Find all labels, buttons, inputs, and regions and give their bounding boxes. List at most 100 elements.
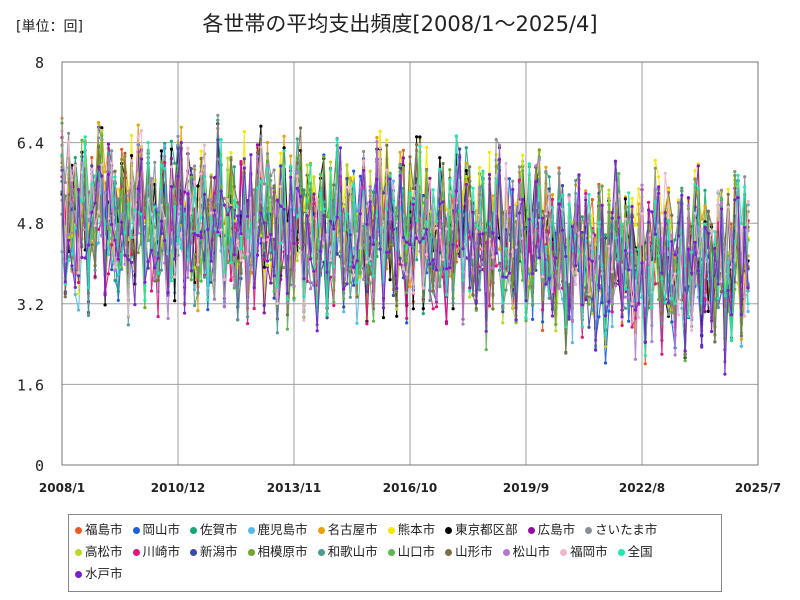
- data-point: [676, 198, 681, 202]
- data-point: [693, 178, 697, 182]
- data-point: [388, 278, 392, 282]
- data-point: [723, 372, 727, 376]
- data-point: [265, 159, 270, 163]
- data-point: [202, 174, 207, 179]
- data-point: [262, 221, 266, 225]
- data-point: [670, 296, 674, 300]
- data-point: [130, 260, 134, 264]
- data-point: [666, 303, 671, 307]
- data-point: [461, 247, 465, 251]
- data-point: [285, 291, 289, 295]
- data-point: [176, 147, 180, 151]
- legend-item: 水戸市: [75, 563, 123, 585]
- data-point: [411, 245, 415, 249]
- data-point: [83, 256, 87, 260]
- data-point: [693, 240, 697, 244]
- legend-item: 山口市: [387, 541, 435, 563]
- legend-label: 熊本市: [397, 522, 436, 537]
- data-point: [189, 167, 193, 171]
- data-point: [120, 190, 124, 194]
- data-point: [405, 321, 409, 325]
- data-point: [362, 277, 366, 281]
- x-axis-ticks: 2008/1 2010/12 2013/11 2016/10 2019/9 2022/8 2…: [39, 481, 781, 495]
- data-point: [352, 174, 356, 178]
- data-point: [580, 324, 584, 328]
- data-point: [133, 303, 137, 307]
- data-point: [537, 185, 541, 189]
- data-point: [232, 165, 236, 169]
- data-point: [746, 199, 750, 204]
- data-point: [670, 320, 674, 324]
- data-point: [461, 278, 465, 282]
- data-point: [83, 228, 87, 232]
- legend-label: 岡山市: [142, 522, 181, 537]
- data-point: [242, 130, 246, 134]
- data-point: [421, 193, 425, 198]
- data-point: [77, 280, 81, 285]
- x-tick-label: 2016/10: [383, 481, 437, 495]
- data-point: [126, 202, 130, 206]
- data-point: [464, 169, 468, 173]
- data-point: [345, 177, 349, 181]
- legend-item: 熊本市: [387, 519, 436, 541]
- data-point: [229, 155, 233, 160]
- data-point: [355, 321, 359, 325]
- data-point: [441, 161, 445, 166]
- data-point: [587, 325, 591, 329]
- data-point: [676, 313, 681, 317]
- data-point: [484, 228, 488, 232]
- data-point: [524, 316, 528, 320]
- legend-label: 鹿児島市: [257, 522, 308, 537]
- data-point: [342, 305, 346, 309]
- data-point: [113, 169, 117, 173]
- data-point: [478, 187, 482, 191]
- data-point: [199, 156, 203, 161]
- data-point: [355, 295, 359, 299]
- data-point: [173, 205, 177, 209]
- data-point: [557, 190, 561, 194]
- data-point: [136, 187, 140, 191]
- data-point: [444, 227, 449, 231]
- data-point: [544, 165, 548, 169]
- data-point: [285, 297, 289, 301]
- data-point: [362, 159, 366, 163]
- data-point: [647, 200, 651, 204]
- data-point: [577, 231, 581, 235]
- data-point: [729, 222, 734, 226]
- data-point: [600, 263, 604, 267]
- data-point: [103, 170, 107, 174]
- data-point: [547, 187, 551, 191]
- data-point: [517, 200, 522, 204]
- data-point: [63, 282, 67, 286]
- data-point: [700, 345, 704, 349]
- data-point: [580, 233, 584, 237]
- data-point: [623, 287, 628, 291]
- data-point: [229, 151, 233, 155]
- data-point: [67, 131, 71, 135]
- data-point: [312, 202, 316, 206]
- data-point: [501, 275, 505, 279]
- data-point: [242, 166, 246, 170]
- data-point: [544, 212, 548, 216]
- data-point: [468, 235, 472, 239]
- data-point: [259, 145, 263, 149]
- data-point: [312, 192, 316, 196]
- data-point: [690, 271, 694, 275]
- data-point: [537, 158, 541, 162]
- data-point: [318, 191, 323, 195]
- data-point: [657, 254, 661, 258]
- data-point: [113, 175, 117, 179]
- data-point: [544, 282, 548, 286]
- data-point: [229, 261, 233, 265]
- data-point: [275, 301, 279, 305]
- data-point: [670, 213, 674, 217]
- data-point: [617, 172, 621, 176]
- data-point: [468, 286, 472, 290]
- legend-marker-icon: [190, 527, 198, 534]
- data-point: [130, 133, 134, 138]
- data-point: [272, 289, 276, 293]
- data-point: [163, 216, 167, 221]
- data-point: [219, 138, 223, 142]
- data-point: [550, 314, 555, 318]
- data-point: [696, 162, 700, 166]
